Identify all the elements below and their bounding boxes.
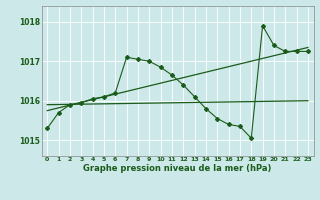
X-axis label: Graphe pression niveau de la mer (hPa): Graphe pression niveau de la mer (hPa)	[84, 164, 272, 173]
